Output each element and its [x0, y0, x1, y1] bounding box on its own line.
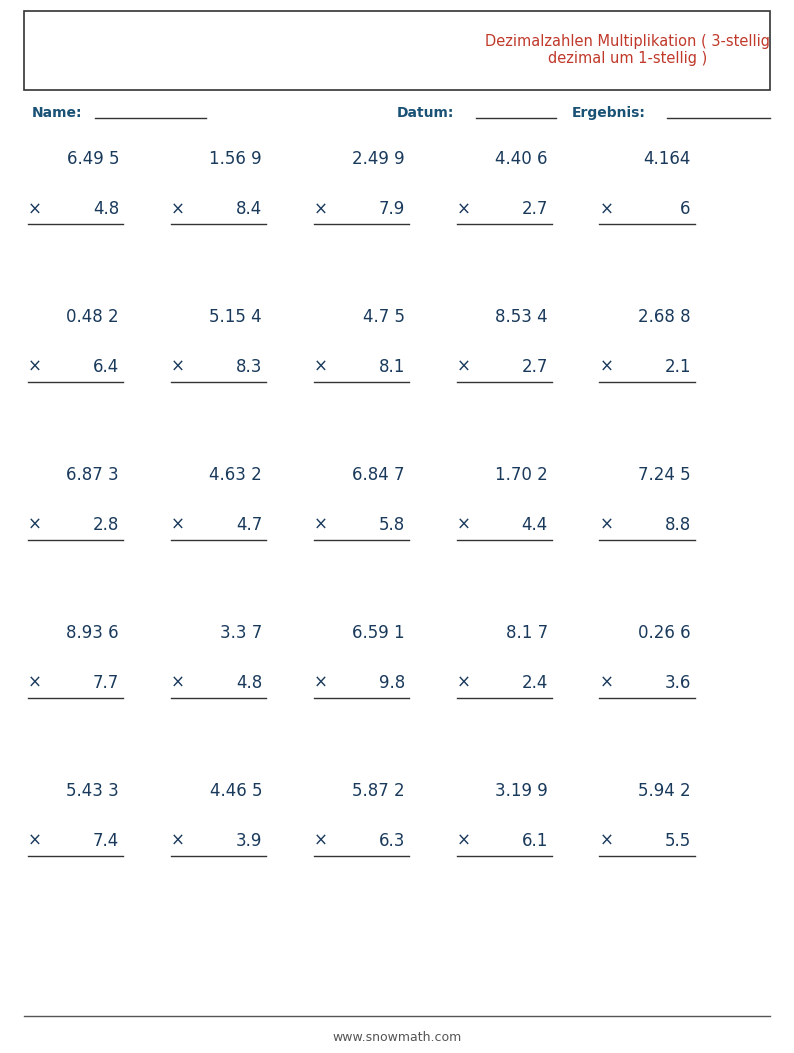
Text: Dezimalzahlen Multiplikation ( 3-stellig
dezimal um 1-stellig ): Dezimalzahlen Multiplikation ( 3-stellig…	[485, 34, 770, 66]
Text: ×: ×	[171, 200, 184, 218]
Text: ×: ×	[171, 832, 184, 850]
Text: 6.1: 6.1	[522, 832, 548, 850]
Text: ×: ×	[599, 200, 613, 218]
Text: 3.3 7: 3.3 7	[220, 624, 262, 642]
Text: 2.1: 2.1	[665, 358, 691, 376]
Text: ×: ×	[457, 674, 470, 692]
Text: ×: ×	[171, 674, 184, 692]
Text: 4.7: 4.7	[236, 516, 262, 534]
Text: 4.8: 4.8	[236, 674, 262, 692]
Text: 6.87 3: 6.87 3	[67, 466, 119, 484]
Text: 1.70 2: 1.70 2	[495, 466, 548, 484]
Text: 8.1 7: 8.1 7	[506, 624, 548, 642]
Text: 4.4: 4.4	[522, 516, 548, 534]
Text: 7.9: 7.9	[379, 200, 405, 218]
Text: 7.7: 7.7	[93, 674, 119, 692]
Text: 5.8: 5.8	[379, 516, 405, 534]
Text: ×: ×	[599, 358, 613, 376]
Text: 0.26 6: 0.26 6	[638, 624, 691, 642]
Text: ×: ×	[314, 358, 327, 376]
Text: Ergebnis:: Ergebnis:	[572, 105, 646, 120]
Text: ×: ×	[599, 516, 613, 534]
Text: 9.8: 9.8	[379, 674, 405, 692]
Text: ×: ×	[171, 358, 184, 376]
Text: ×: ×	[28, 832, 41, 850]
Text: 2.8: 2.8	[93, 516, 119, 534]
Text: 8.53 4: 8.53 4	[495, 309, 548, 326]
Text: ×: ×	[457, 358, 470, 376]
Text: ×: ×	[28, 200, 41, 218]
Text: 6.4: 6.4	[93, 358, 119, 376]
Text: 5.94 2: 5.94 2	[638, 782, 691, 800]
Text: ×: ×	[314, 674, 327, 692]
Text: 5.87 2: 5.87 2	[353, 782, 405, 800]
Text: ×: ×	[599, 674, 613, 692]
Text: 8.4: 8.4	[236, 200, 262, 218]
Text: 8.93 6: 8.93 6	[67, 624, 119, 642]
Text: 6.49 5: 6.49 5	[67, 151, 119, 168]
Text: 1.56 9: 1.56 9	[210, 151, 262, 168]
Text: www.snowmath.com: www.snowmath.com	[333, 1031, 461, 1044]
Text: 2.49 9: 2.49 9	[353, 151, 405, 168]
Text: 4.63 2: 4.63 2	[210, 466, 262, 484]
Text: ×: ×	[314, 200, 327, 218]
Text: 6.3: 6.3	[379, 832, 405, 850]
Text: ×: ×	[314, 516, 327, 534]
Text: 8.8: 8.8	[665, 516, 691, 534]
Text: 4.8: 4.8	[93, 200, 119, 218]
Text: 8.1: 8.1	[379, 358, 405, 376]
Text: 6: 6	[680, 200, 691, 218]
Text: ×: ×	[28, 674, 41, 692]
Text: 2.4: 2.4	[522, 674, 548, 692]
Text: 4.46 5: 4.46 5	[210, 782, 262, 800]
Text: 4.40 6: 4.40 6	[495, 151, 548, 168]
Text: 5.43 3: 5.43 3	[67, 782, 119, 800]
Text: ×: ×	[28, 358, 41, 376]
Text: ×: ×	[599, 832, 613, 850]
FancyBboxPatch shape	[24, 11, 770, 90]
Text: Datum:: Datum:	[397, 105, 454, 120]
Text: 5.5: 5.5	[665, 832, 691, 850]
Text: ×: ×	[457, 200, 470, 218]
Text: 2.68 8: 2.68 8	[638, 309, 691, 326]
Text: 2.7: 2.7	[522, 358, 548, 376]
Text: 7.24 5: 7.24 5	[638, 466, 691, 484]
Text: ×: ×	[314, 832, 327, 850]
Text: ×: ×	[171, 516, 184, 534]
Text: 3.9: 3.9	[236, 832, 262, 850]
Text: Name:: Name:	[32, 105, 83, 120]
Text: ×: ×	[457, 832, 470, 850]
Text: 7.4: 7.4	[93, 832, 119, 850]
Text: 8.3: 8.3	[236, 358, 262, 376]
Text: 6.59 1: 6.59 1	[353, 624, 405, 642]
Text: ×: ×	[457, 516, 470, 534]
Text: 3.19 9: 3.19 9	[495, 782, 548, 800]
Text: ×: ×	[28, 516, 41, 534]
Text: 3.6: 3.6	[665, 674, 691, 692]
Text: 5.15 4: 5.15 4	[210, 309, 262, 326]
Text: 4.7 5: 4.7 5	[363, 309, 405, 326]
Text: 2.7: 2.7	[522, 200, 548, 218]
Text: 6.84 7: 6.84 7	[353, 466, 405, 484]
Text: 4.164: 4.164	[643, 151, 691, 168]
Text: 0.48 2: 0.48 2	[67, 309, 119, 326]
